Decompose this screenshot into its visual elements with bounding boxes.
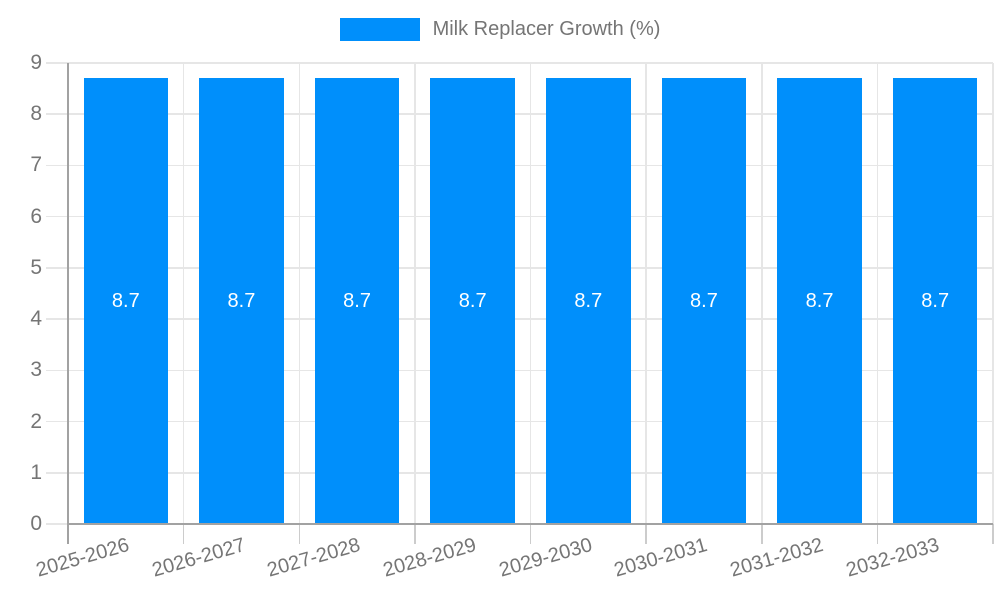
x-tick bbox=[529, 524, 532, 544]
bar[interactable]: 8.7 bbox=[892, 78, 978, 524]
bar[interactable]: 8.7 bbox=[661, 78, 747, 524]
y-tick bbox=[46, 420, 68, 423]
x-axis-label: 2028-2029 bbox=[380, 534, 479, 582]
v-gridline bbox=[414, 63, 416, 524]
y-tick bbox=[46, 62, 68, 64]
y-tick bbox=[46, 472, 68, 474]
x-axis-label: 2027-2028 bbox=[265, 534, 364, 582]
x-tick bbox=[876, 524, 879, 544]
x-axis-label: 2032-2033 bbox=[843, 534, 942, 582]
plot-area: 0 1 2 3 4 5 6 7 8 9 8.7 2025-2026 8.7 2026-2027 8.7 202… bbox=[30, 51, 994, 582]
y-tick bbox=[46, 318, 68, 320]
x-axis-label: 2029-2030 bbox=[496, 534, 595, 582]
y-tick bbox=[46, 215, 68, 218]
v-gridline bbox=[298, 63, 300, 524]
x-axis-label: 2025-2026 bbox=[33, 534, 132, 582]
bar-value-label: 8.7 bbox=[690, 289, 718, 312]
v-gridline bbox=[876, 63, 879, 524]
v-gridline bbox=[182, 63, 185, 524]
y-axis-label: 8 bbox=[30, 102, 42, 126]
x-axis-label: 2031-2032 bbox=[727, 534, 826, 582]
bar-value-label: 8.7 bbox=[805, 289, 834, 312]
v-gridline bbox=[761, 63, 763, 524]
y-tick bbox=[46, 267, 68, 269]
y-axis-label: 6 bbox=[30, 204, 42, 228]
y-axis-label: 3 bbox=[30, 358, 42, 382]
y-axis-label: 7 bbox=[30, 153, 42, 177]
v-gridline bbox=[645, 63, 647, 524]
v-gridline bbox=[529, 63, 532, 524]
y-axis-label: 9 bbox=[30, 51, 42, 74]
y-tick bbox=[46, 523, 68, 525]
bar-value-label: 8.7 bbox=[458, 289, 487, 312]
bar[interactable]: 8.7 bbox=[777, 78, 862, 524]
v-gridline bbox=[992, 63, 994, 524]
bar[interactable]: 8.7 bbox=[430, 78, 515, 524]
bar-value-label: 8.7 bbox=[111, 289, 140, 312]
bar[interactable]: 8.7 bbox=[546, 78, 631, 524]
legend-swatch bbox=[339, 18, 420, 41]
x-axis-label: 2030-2031 bbox=[611, 534, 711, 582]
legend-label: Milk Replacer Growth (%) bbox=[432, 18, 661, 40]
y-tick bbox=[46, 164, 68, 167]
bar[interactable]: 8.7 bbox=[199, 78, 284, 524]
y-axis-label: 1 bbox=[30, 460, 42, 484]
bar-value-label: 8.7 bbox=[227, 289, 256, 312]
x-tick bbox=[992, 524, 994, 544]
legend[interactable]: Milk Replacer Growth (%) bbox=[0, 18, 1000, 41]
y-axis-line bbox=[67, 63, 69, 544]
bar-value-label: 8.7 bbox=[921, 289, 950, 312]
x-tick bbox=[761, 524, 763, 544]
y-axis-label: 2 bbox=[30, 409, 42, 433]
x-tick bbox=[298, 524, 300, 544]
y-axis-label: 4 bbox=[30, 307, 42, 331]
bar-value-label: 8.7 bbox=[343, 289, 371, 312]
y-tick bbox=[46, 113, 68, 115]
y-axis-label: 5 bbox=[30, 255, 42, 279]
bar-value-label: 8.7 bbox=[574, 289, 603, 312]
y-tick bbox=[46, 369, 68, 372]
x-tick bbox=[182, 524, 185, 544]
x-tick bbox=[414, 524, 416, 544]
y-axis-label: 0 bbox=[30, 512, 42, 535]
x-axis-line bbox=[68, 522, 993, 525]
x-tick bbox=[645, 524, 647, 544]
bar[interactable]: 8.7 bbox=[314, 78, 400, 524]
x-axis-label: 2026-2027 bbox=[149, 534, 248, 582]
bar[interactable]: 8.7 bbox=[83, 78, 169, 524]
